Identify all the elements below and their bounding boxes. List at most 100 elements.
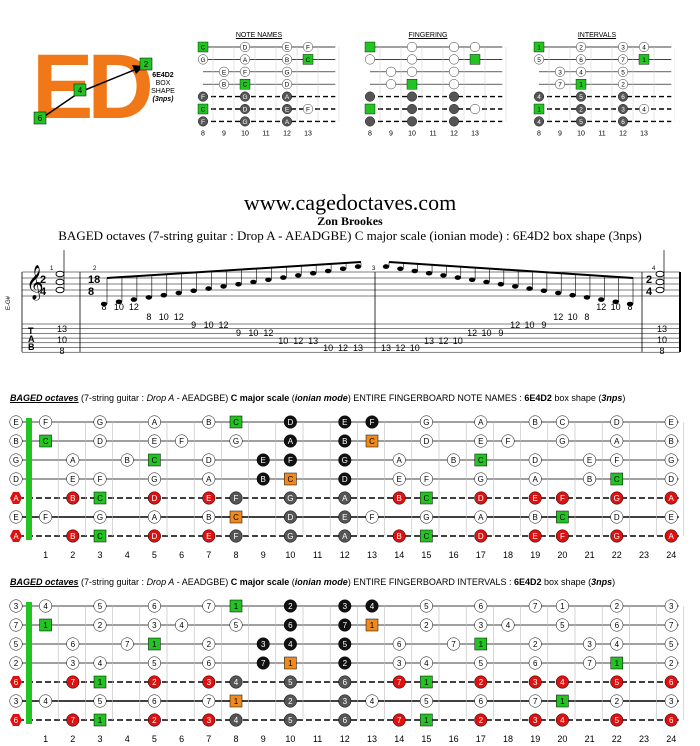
logo: ED 6 4 2 <box>32 36 182 138</box>
fb1-fret-number: 11 <box>313 550 322 560</box>
svg-text:5: 5 <box>669 640 674 649</box>
run1-notehead <box>160 292 167 298</box>
svg-text:7: 7 <box>71 716 76 725</box>
fb1-note: E <box>66 472 80 486</box>
fb1-note: B <box>583 472 597 486</box>
fb1-fret-number: 2 <box>70 550 75 560</box>
mini-note: 3 <box>618 41 629 53</box>
mini-note: 2 <box>576 41 587 53</box>
fb2-note: 7 <box>392 675 406 689</box>
fb2-fret-number: 17 <box>476 734 486 744</box>
svg-text:D: D <box>13 475 19 484</box>
time-sig-end-den: 4 <box>646 286 653 298</box>
svg-text:3: 3 <box>14 602 19 611</box>
fb2-note: 5 <box>229 618 243 632</box>
mini-note: C <box>197 103 209 115</box>
svg-text:D: D <box>288 513 294 522</box>
fb1-fret-number: 9 <box>261 550 266 560</box>
fb2-t3: - AEADGBE) <box>174 577 231 587</box>
fb1-note: E <box>664 415 678 429</box>
run1-notehead <box>190 288 197 294</box>
mini-fret-number: 10 <box>577 130 585 137</box>
fb2-note: 3 <box>528 713 542 727</box>
fb2-note: 1 <box>420 713 433 727</box>
mini-title-fingering: FINGERING <box>408 32 448 39</box>
svg-text:3: 3 <box>621 45 625 52</box>
fb2-note: 2 <box>338 656 352 670</box>
mini-fret-number: 8 <box>537 130 541 137</box>
mini-note: 4 <box>639 41 650 53</box>
fb2-note: 3 <box>66 656 80 670</box>
fb2-note: 1 <box>39 618 52 632</box>
mini-note: B <box>219 79 230 90</box>
svg-text:B: B <box>70 494 75 503</box>
fb1-note: E <box>202 491 216 505</box>
fb1-note: B <box>528 415 542 429</box>
fb1-note: E <box>583 453 597 467</box>
svg-text:G: G <box>242 94 247 101</box>
fb1-note: E <box>338 415 352 429</box>
mini-note: 1 <box>575 79 587 90</box>
fb1-note: F <box>419 472 433 486</box>
fb1-fret-number: 12 <box>340 550 350 560</box>
mini-note: 5 <box>534 54 545 65</box>
run2-tab-number: 10 <box>481 328 491 338</box>
fb1-note: G <box>555 434 569 448</box>
fb2-fret-number: 18 <box>503 734 513 744</box>
svg-text:B: B <box>206 513 211 522</box>
svg-text:6: 6 <box>479 602 484 611</box>
svg-text:E: E <box>13 513 18 522</box>
fb2-t8: 6E4D2 <box>514 577 542 587</box>
svg-text:A: A <box>206 475 212 484</box>
fb1-fret-number: 19 <box>530 550 540 560</box>
fb2-fret-number: 13 <box>367 734 377 744</box>
fb2-note: 3 <box>338 694 352 708</box>
fb2-note: 7 <box>664 618 678 632</box>
svg-text:E: E <box>669 513 674 522</box>
run1-notehead <box>130 297 138 302</box>
svg-text:1: 1 <box>234 697 239 706</box>
mini-note: F <box>197 116 209 127</box>
mini-note: 4 <box>534 116 545 127</box>
logo-text: ED <box>32 40 150 130</box>
svg-text:F: F <box>201 119 205 126</box>
fb1-note: E <box>202 529 216 543</box>
fb1-note: B <box>256 472 270 486</box>
fb2-note: 6 <box>66 637 80 651</box>
mini-note <box>364 91 375 102</box>
svg-text:2: 2 <box>288 602 293 611</box>
svg-text:B: B <box>533 418 538 427</box>
run2-tab-number: 12 <box>467 328 477 338</box>
mini-note: 4 <box>534 91 545 102</box>
site-url[interactable]: www.cagedoctaves.com <box>243 190 457 215</box>
svg-text:A: A <box>285 94 290 101</box>
svg-text:G: G <box>242 119 247 126</box>
run2-notehead <box>555 290 562 296</box>
svg-text:C: C <box>201 45 206 52</box>
svg-text:C: C <box>614 475 620 484</box>
svg-text:7: 7 <box>669 621 674 630</box>
fb1-note: E <box>528 491 542 505</box>
fb1-note: A <box>10 530 22 542</box>
fb1-t2: Drop A <box>146 393 175 403</box>
chord1-notehead <box>55 286 65 294</box>
run1-tab-number: 8 <box>101 302 106 312</box>
svg-text:A: A <box>152 418 158 427</box>
fb1-t1: (7-string guitar : <box>78 393 147 403</box>
mini-note <box>406 66 417 77</box>
fb1-fret-number: 7 <box>206 550 211 560</box>
fb1-note: D <box>9 472 23 486</box>
svg-text:G: G <box>200 57 205 64</box>
fb1-note: E <box>147 434 161 448</box>
svg-text:F: F <box>98 475 103 484</box>
svg-text:B: B <box>222 82 226 89</box>
fb1-fret-number: 20 <box>557 550 567 560</box>
fb1-note: C <box>284 472 297 486</box>
fb2-note: 3 <box>147 618 161 632</box>
svg-text:F: F <box>201 94 205 101</box>
fb2-note: 2 <box>474 713 488 727</box>
fb1-note: G <box>9 453 23 467</box>
svg-text:C: C <box>478 456 484 465</box>
mini-note <box>364 116 375 127</box>
svg-text:3: 3 <box>343 602 348 611</box>
